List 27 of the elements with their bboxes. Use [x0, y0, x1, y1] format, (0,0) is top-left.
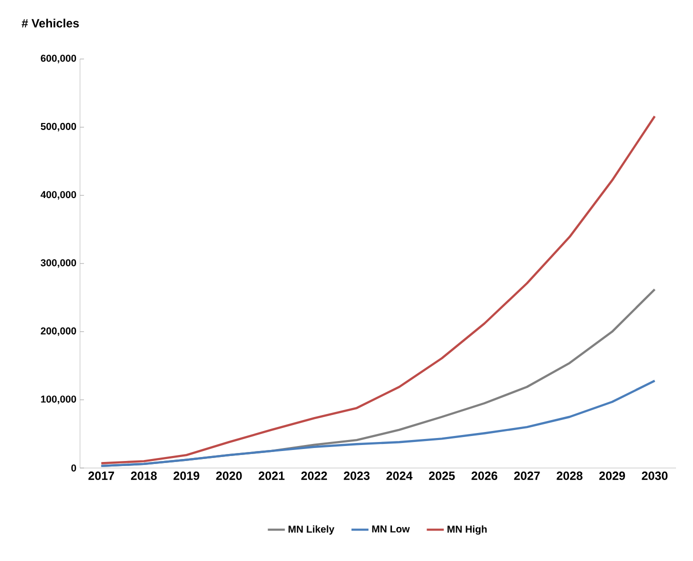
x-tick-label: 2028: [556, 472, 582, 480]
x-tick-label: 2026: [472, 472, 498, 480]
x-tick-label: 2025: [428, 472, 455, 480]
x-tick-label: 2020: [216, 472, 242, 480]
legend-label: MN High: [448, 525, 487, 535]
y-tick-label: 600,000: [40, 54, 76, 64]
y-tick-label: 400,000: [40, 191, 76, 200]
y-axis-title: # Vehicles: [22, 18, 79, 28]
legend-label: MN Low: [372, 526, 410, 532]
x-tick-label: 2017: [88, 472, 114, 480]
line-series: [100, 115, 656, 464]
x-tick-label: 2029: [599, 472, 625, 480]
x-tick-label: 2027: [514, 472, 540, 480]
y-tick-label: 500,000: [40, 122, 76, 132]
y-tick-label: 300,000: [40, 259, 76, 268]
legend-label: MN Likely: [288, 525, 334, 535]
x-tick-label: 2024: [386, 472, 413, 480]
y-tick-label: 0: [71, 464, 76, 472]
x-tick-label: 2021: [258, 472, 285, 480]
y-tick-label: 100,000: [41, 396, 76, 404]
x-tick-label: 2018: [130, 472, 157, 480]
x-tick-label: 2030: [642, 472, 668, 480]
line-series: [100, 380, 656, 468]
x-tick-label: 2022: [301, 472, 327, 480]
y-tick-label: 200,000: [40, 327, 76, 336]
x-tick-label: 2023: [344, 472, 370, 480]
x-tick-label: 2019: [174, 472, 200, 480]
